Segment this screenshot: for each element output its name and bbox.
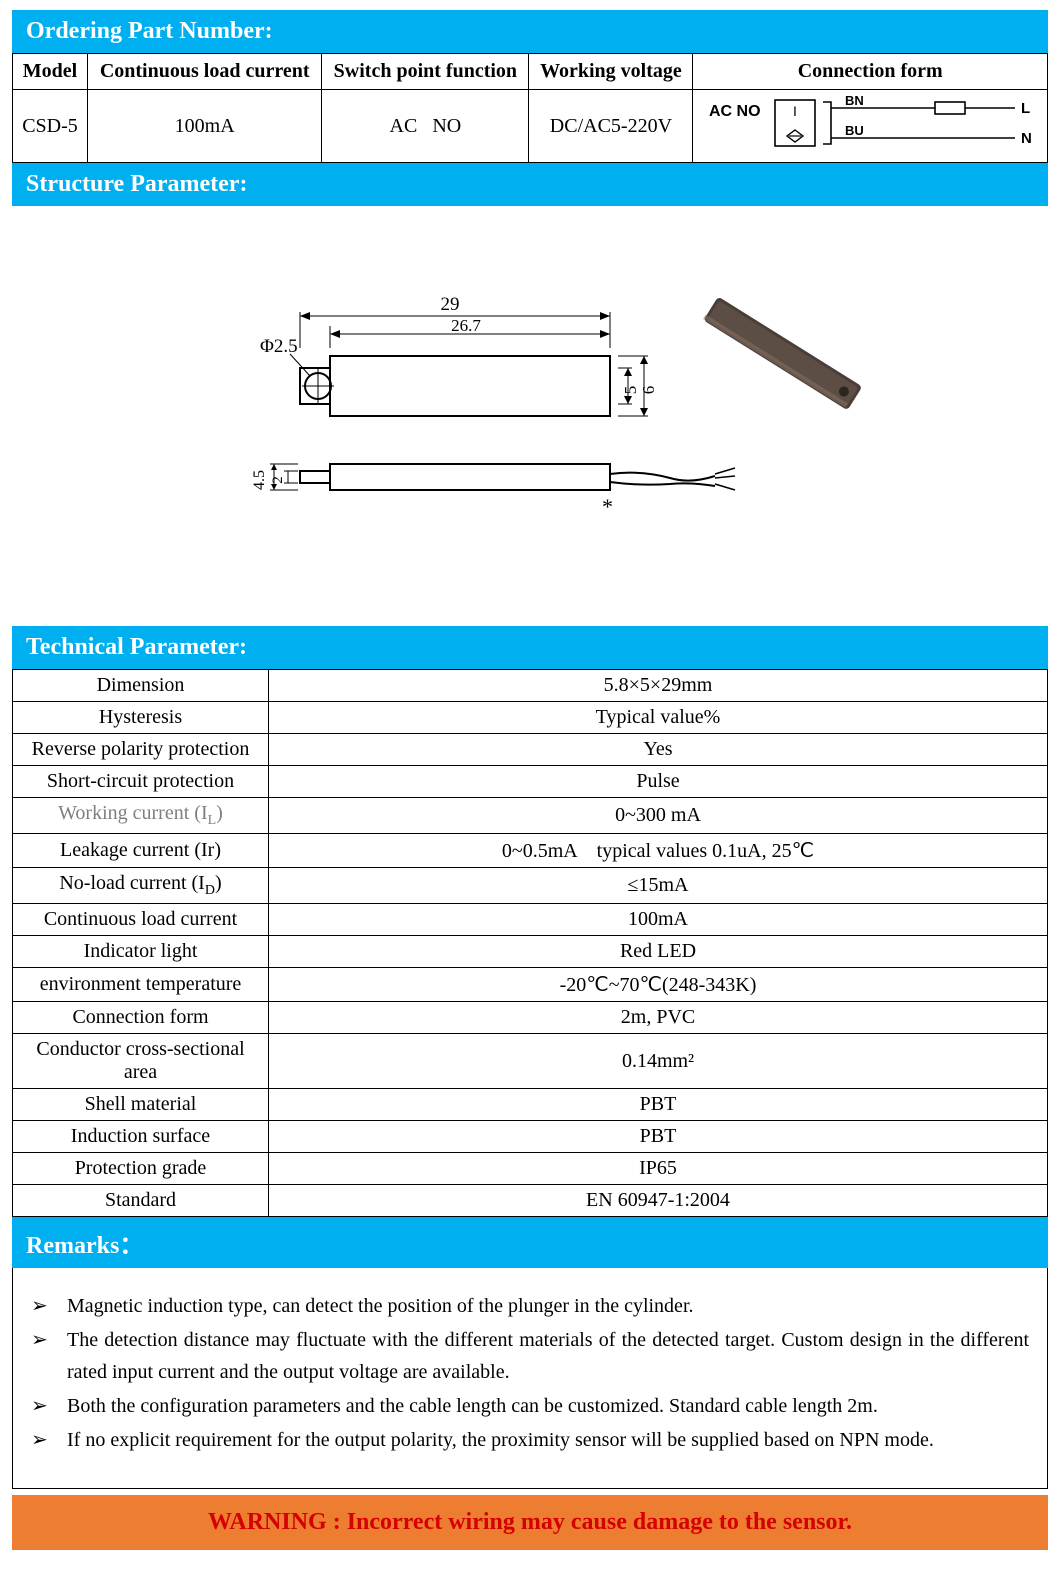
tech-param-value: PBT	[269, 1089, 1048, 1121]
wire-l: L	[1021, 100, 1030, 117]
tech-param-name: Connection form	[13, 1002, 269, 1034]
wire-n: N	[1021, 130, 1032, 147]
td-wv: DC/AC5-220V	[529, 90, 693, 163]
remarks-list: Magnetic induction type, can detect the …	[31, 1290, 1029, 1456]
remark-item: Both the configuration parameters and th…	[31, 1390, 1029, 1422]
td-clc: 100mA	[88, 90, 322, 163]
tech-row: Dimension5.8×5×29mm	[13, 670, 1048, 702]
connection-diagram: AC NO I BN L	[705, 94, 1035, 152]
tech-param-value: 0~300 mA	[269, 798, 1048, 834]
tech-param-name: Protection grade	[13, 1153, 269, 1185]
asterisk: *	[602, 494, 613, 519]
conn-label: AC NO	[709, 103, 761, 120]
tech-row: No-load current (ID)≤15mA	[13, 868, 1048, 904]
tech-row: Induction surfacePBT	[13, 1121, 1048, 1153]
dim-29: 29	[441, 294, 460, 315]
technical-table: Dimension5.8×5×29mmHysteresisTypical val…	[12, 669, 1048, 1217]
tech-param-value: 100mA	[269, 904, 1048, 936]
side-view: * 4.5 2	[251, 464, 735, 519]
tech-param-name: Shell material	[13, 1089, 269, 1121]
tech-param-value: EN 60947-1:2004	[269, 1185, 1048, 1217]
remarks-box: Magnetic induction type, can detect the …	[12, 1268, 1048, 1489]
warning-text: WARNING : Incorrect wiring may cause dam…	[208, 1509, 852, 1535]
tech-row: environment temperature-20℃~70℃(248-343K…	[13, 968, 1048, 1002]
tech-param-name: No-load current (ID)	[13, 868, 269, 904]
tech-param-value: 2m, PVC	[269, 1002, 1048, 1034]
tech-param-name: Indicator light	[13, 936, 269, 968]
tech-param-name: Continuous load current	[13, 904, 269, 936]
tech-param-name: Dimension	[13, 670, 269, 702]
tech-param-name: Standard	[13, 1185, 269, 1217]
top-view: Φ2.5 29 26.7 5	[260, 294, 658, 416]
tech-param-value: Typical value%	[269, 702, 1048, 734]
tech-row: StandardEN 60947-1:2004	[13, 1185, 1048, 1217]
tech-row: Connection form2m, PVC	[13, 1002, 1048, 1034]
tech-param-value: PBT	[269, 1121, 1048, 1153]
tech-param-value: 0.14mm²	[269, 1034, 1048, 1089]
ordering-table: Model Continuous load current Switch poi…	[12, 53, 1048, 163]
section-structure-header: Structure Parameter:	[12, 163, 1048, 206]
tech-row: Protection gradeIP65	[13, 1153, 1048, 1185]
warning-bar: WARNING : Incorrect wiring may cause dam…	[12, 1495, 1048, 1550]
tech-param-value: 0~0.5mA typical values 0.1uA, 25℃	[269, 834, 1048, 868]
tech-param-name: Short-circuit protection	[13, 766, 269, 798]
tech-row: HysteresisTypical value%	[13, 702, 1048, 734]
dim-2: 2	[270, 476, 286, 484]
dim-45: 4.5	[251, 470, 268, 490]
tech-row: Conductor cross-sectional area0.14mm²	[13, 1034, 1048, 1089]
tech-param-name: Reverse polarity protection	[13, 734, 269, 766]
svg-text:I: I	[793, 103, 797, 119]
tech-row: Continuous load current100mA	[13, 904, 1048, 936]
tech-row: Working current (IL)0~300 mA	[13, 798, 1048, 834]
tech-row: Reverse polarity protectionYes	[13, 734, 1048, 766]
tech-row: Short-circuit protectionPulse	[13, 766, 1048, 798]
section-ordering-header: Ordering Part Number:	[12, 10, 1048, 53]
remark-item: The detection distance may fluctuate wit…	[31, 1324, 1029, 1388]
structure-diagram: Φ2.5 29 26.7 5	[170, 256, 890, 576]
tech-param-value: Red LED	[269, 936, 1048, 968]
td-model: CSD-5	[13, 90, 88, 163]
section-technical-header: Technical Parameter:	[12, 626, 1048, 669]
tech-param-name: Working current (IL)	[13, 798, 269, 834]
wire-bn: BN	[845, 94, 864, 108]
dim-5: 5	[621, 386, 640, 395]
tech-param-value: ≤15mA	[269, 868, 1048, 904]
tech-param-value: 5.8×5×29mm	[269, 670, 1048, 702]
structure-diagram-area: Φ2.5 29 26.7 5	[12, 206, 1048, 626]
th-cf: Connection form	[693, 54, 1048, 90]
remark-item: Magnetic induction type, can detect the …	[31, 1290, 1029, 1322]
tech-param-value: Pulse	[269, 766, 1048, 798]
th-model: Model	[13, 54, 88, 90]
td-spf: AC NO	[322, 90, 529, 163]
tech-param-name: Hysteresis	[13, 702, 269, 734]
wire-bu: BU	[845, 123, 864, 138]
tech-param-name: Conductor cross-sectional area	[13, 1034, 269, 1089]
dim-267: 26.7	[451, 316, 481, 335]
th-spf: Switch point function	[322, 54, 529, 90]
dim-6: 6	[639, 386, 658, 395]
td-cf: AC NO I BN L	[693, 90, 1048, 163]
ordering-header-row: Model Continuous load current Switch poi…	[13, 54, 1048, 90]
tech-row: Leakage current (Ir)0~0.5mA typical valu…	[13, 834, 1048, 868]
tech-param-value: Yes	[269, 734, 1048, 766]
th-clc: Continuous load current	[88, 54, 322, 90]
tech-param-value: -20℃~70℃(248-343K)	[269, 968, 1048, 1002]
tech-param-value: IP65	[269, 1153, 1048, 1185]
tech-row: Indicator lightRed LED	[13, 936, 1048, 968]
hole-dia-label: Φ2.5	[260, 336, 298, 357]
tech-param-name: environment temperature	[13, 968, 269, 1002]
tech-param-name: Induction surface	[13, 1121, 269, 1153]
remark-item: If no explicit requirement for the outpu…	[31, 1424, 1029, 1456]
tech-row: Shell materialPBT	[13, 1089, 1048, 1121]
section-remarks-header: Remarks：	[12, 1217, 1048, 1268]
th-wv: Working voltage	[529, 54, 693, 90]
ordering-data-row: CSD-5 100mA AC NO DC/AC5-220V AC NO I	[13, 90, 1048, 163]
tech-param-name: Leakage current (Ir)	[13, 834, 269, 868]
